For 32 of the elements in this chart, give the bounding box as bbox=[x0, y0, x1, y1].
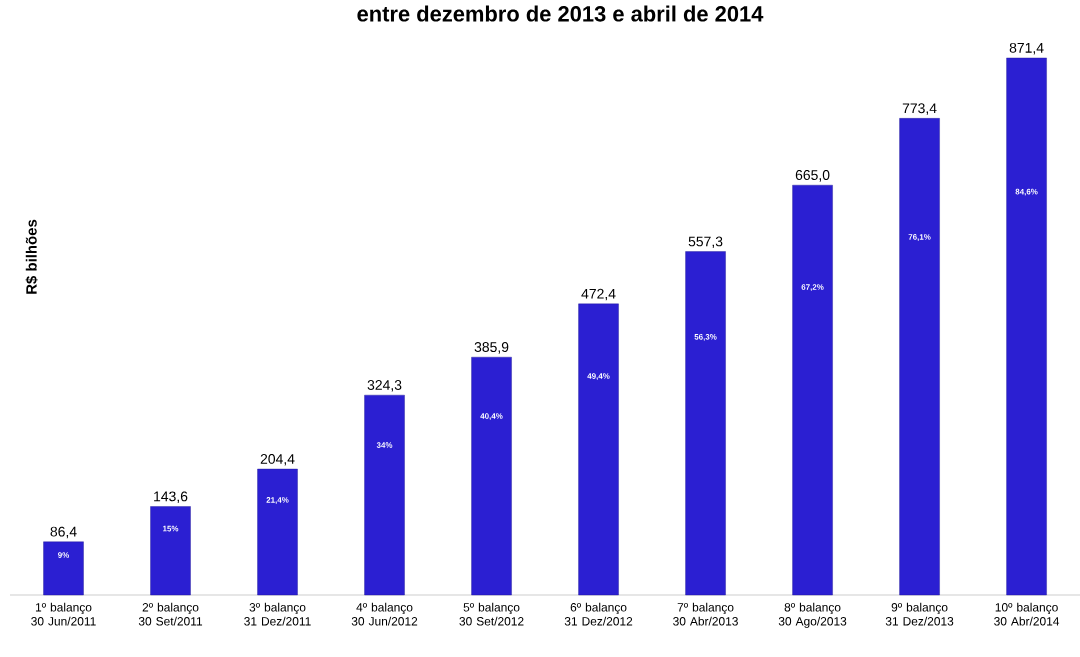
data-label: 557,3 bbox=[688, 236, 723, 249]
x-tick-label: 5º balanço 30 Set/2012 bbox=[459, 602, 524, 626]
data-label: 385,9 bbox=[474, 342, 509, 354]
x-tick-label: 4º balanço 30 Jun/2012 bbox=[351, 602, 418, 626]
x-tick-label: 7º balanço 30 Abr/2013 bbox=[673, 602, 738, 626]
data-label: 472,4 bbox=[581, 288, 616, 301]
data-label: 773,4 bbox=[902, 103, 937, 115]
bar bbox=[43, 541, 84, 596]
x-tick-label: 2º balanço 30 Set/2011 bbox=[138, 602, 203, 626]
bar bbox=[685, 251, 726, 596]
bar bbox=[1006, 57, 1047, 596]
data-label: 143,6 bbox=[154, 491, 188, 503]
bar bbox=[578, 303, 619, 596]
data-label: 324,3 bbox=[367, 380, 402, 392]
chart-title: entre dezembro de 2013 e abril de 2014 bbox=[357, 5, 764, 22]
bar bbox=[899, 118, 940, 596]
data-label: 204,4 bbox=[260, 453, 295, 466]
bar bbox=[364, 394, 405, 596]
bar bbox=[150, 506, 191, 596]
x-tick-label: 3º balanço 31 Dez/2011 bbox=[244, 602, 311, 626]
bar bbox=[792, 184, 833, 596]
x-tick-label: 6º balanço 31 Dez/2012 bbox=[564, 602, 633, 626]
x-tick-label: 8º balanço 30 Ago/2013 bbox=[778, 602, 847, 628]
data-label: 665,0 bbox=[795, 170, 830, 182]
y-axis-title: R$ bilhões bbox=[25, 219, 38, 294]
x-tick-label: 10º balanço 30 Abr/2014 bbox=[994, 602, 1060, 626]
bar bbox=[257, 468, 298, 596]
data-label: 871,4 bbox=[1009, 42, 1044, 55]
data-label: 86,4 bbox=[50, 526, 77, 539]
x-tick-label: 1º balanço 30 Jun/2011 bbox=[31, 602, 96, 626]
x-tick-label: 9º balanço 31 Dez/2013 bbox=[885, 602, 954, 626]
bar bbox=[471, 356, 512, 596]
